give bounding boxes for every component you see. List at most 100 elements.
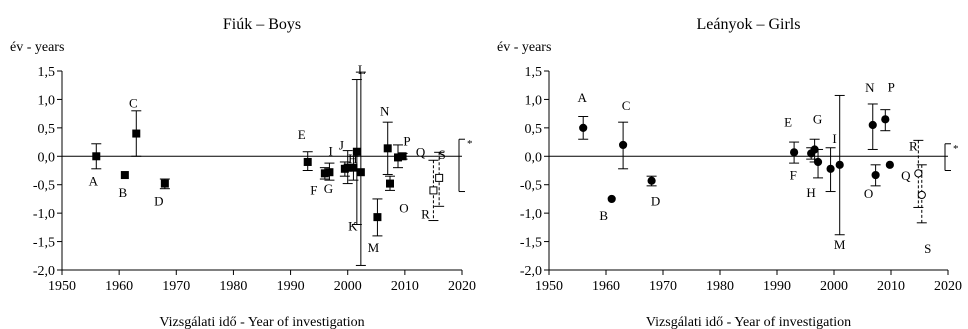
data-point <box>607 194 616 204</box>
x-tick-label: 2010 <box>391 279 419 294</box>
data-point <box>325 168 334 177</box>
x-tick-label: 2020 <box>934 279 962 294</box>
data-point <box>871 170 880 180</box>
point-label: A <box>89 173 99 188</box>
data-point <box>813 157 823 167</box>
x-axis-label: Vizsgálati idő - Year of investigation <box>159 315 364 329</box>
y-tick-label: -0,5 <box>520 179 542 194</box>
point-label: O <box>399 201 408 216</box>
x-tick-label: 1950 <box>535 279 563 294</box>
y-tick-label: -2,0 <box>520 264 542 279</box>
data-point <box>356 168 365 177</box>
x-tick-label: 2020 <box>448 279 476 294</box>
x-tick-label: 1960 <box>592 279 620 294</box>
x-tick-label: 1980 <box>219 279 247 294</box>
x-tick-label: 2000 <box>820 279 848 294</box>
data-point <box>398 152 407 161</box>
y-tick-label: -1,0 <box>33 207 55 222</box>
data-point <box>160 179 169 188</box>
y-tick-label: 0,0 <box>38 150 56 165</box>
reference-bracket <box>458 138 465 193</box>
point-label: H <box>348 151 357 166</box>
y-tick-label: 1,0 <box>525 93 543 108</box>
chart-title: Leányok – Girls <box>697 16 801 33</box>
data-point <box>386 179 394 188</box>
data-point <box>835 160 844 169</box>
data-point <box>914 169 923 178</box>
point-label: S <box>924 241 931 256</box>
point-label: K <box>348 219 358 234</box>
y-tick-label: 1,5 <box>38 65 56 80</box>
point-label: H <box>806 185 815 200</box>
point-label: B <box>599 208 608 223</box>
point-label: M <box>834 237 846 252</box>
y-tick-label: -1,5 <box>520 236 542 251</box>
data-point <box>619 140 628 150</box>
x-tick-label: 1970 <box>649 279 677 294</box>
data-point <box>92 152 101 161</box>
data-point <box>881 115 890 124</box>
point-label: R <box>421 206 430 221</box>
point-label: P <box>403 133 410 148</box>
point-label: N <box>865 80 875 95</box>
data-point <box>349 163 358 172</box>
point-label: N <box>380 103 390 118</box>
point-label: L <box>358 62 366 77</box>
point-label: * <box>467 138 473 150</box>
x-tick-label: 1980 <box>706 279 734 294</box>
data-point <box>352 147 361 156</box>
girls-panel: Leányok – Girls év - years Vizsgálati idő … <box>484 0 968 329</box>
point-label: S <box>439 147 446 162</box>
data-point <box>132 129 141 138</box>
y-tick-label: 1,0 <box>38 93 56 108</box>
point-label: G <box>324 181 333 196</box>
point-label: C <box>622 98 631 113</box>
y-tick-label: -1,0 <box>520 207 542 222</box>
data-point <box>429 186 438 195</box>
x-tick-label: 1970 <box>162 279 190 294</box>
x-tick-label: 1990 <box>277 279 305 294</box>
data-point <box>579 123 588 132</box>
point-label: Q <box>901 168 911 183</box>
data-point <box>373 213 382 222</box>
point-label: D <box>651 194 660 209</box>
data-point <box>435 173 444 182</box>
point-label: I <box>832 131 836 146</box>
point-label: I <box>329 144 333 159</box>
data-point <box>303 157 312 166</box>
boys-panel: Fiúk – Boys év - years Vizsgálati idő - Ye… <box>10 16 476 329</box>
data-point <box>826 164 835 173</box>
y-tick-label: -2,0 <box>33 264 55 279</box>
point-label: P <box>888 79 895 94</box>
point-label: A <box>578 90 588 105</box>
data-point <box>383 144 392 153</box>
point-label: C <box>129 96 138 111</box>
y-tick-label: -1,5 <box>33 236 55 251</box>
point-label: D <box>154 194 163 209</box>
y-tick-label: 0,5 <box>525 122 543 137</box>
point-label: M <box>368 240 380 255</box>
y-axis-label: év - years <box>10 40 64 55</box>
point-label: E <box>784 114 792 129</box>
point-label: O <box>864 186 873 201</box>
chart-title: Fiúk – Boys <box>223 16 301 33</box>
data-point <box>917 190 926 200</box>
x-tick-label: 2000 <box>334 279 362 294</box>
point-label: F <box>790 167 797 182</box>
point-label: R <box>909 138 918 153</box>
x-tick-label: 1950 <box>48 279 76 294</box>
point-label: * <box>953 143 959 155</box>
data-point <box>885 160 894 169</box>
reference-bracket <box>944 143 951 171</box>
x-axis-label: Vizsgálati idő - Year of investigation <box>646 315 851 329</box>
x-tick-label: 1990 <box>763 279 791 294</box>
y-tick-label: -0,5 <box>33 179 55 194</box>
point-label: F <box>310 182 317 197</box>
data-point <box>647 176 656 185</box>
point-label: B <box>119 185 128 200</box>
point-label: G <box>813 111 822 126</box>
chart-svg: Fiúk – Boys év - years Vizsgálati idő - Ye… <box>10 16 476 329</box>
data-point <box>790 148 799 157</box>
data-point <box>120 171 129 180</box>
point-label: E <box>298 127 306 142</box>
